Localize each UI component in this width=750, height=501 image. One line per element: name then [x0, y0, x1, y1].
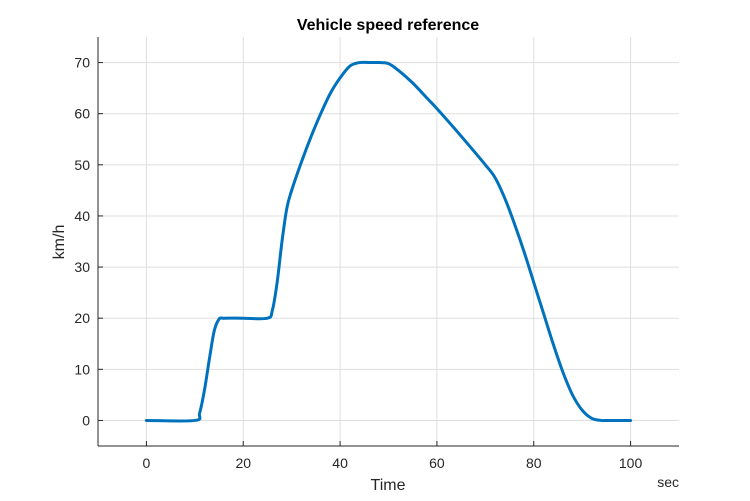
x-tick-label: 60: [429, 455, 445, 471]
y-axis-label: km/h: [51, 225, 68, 260]
y-tick-label: 0: [82, 412, 90, 428]
y-tick-label: 70: [74, 55, 90, 71]
series-layer: [144, 60, 633, 423]
y-tick-label: 60: [74, 106, 90, 122]
x-tick-label: 20: [235, 455, 251, 471]
x-axis-unit-label: sec: [657, 474, 679, 490]
y-tick-label: 10: [74, 361, 90, 377]
chart-title: Vehicle speed reference: [297, 17, 479, 34]
x-tick-label: 0: [143, 455, 151, 471]
y-tick-label: 20: [74, 310, 90, 326]
x-axis-label: Time: [371, 477, 406, 494]
grid-layer: [98, 37, 679, 446]
labels-layer: Vehicle speed reference Time km/h sec 0 2…: [51, 17, 679, 494]
x-tick-label: 80: [526, 455, 542, 471]
y-tick-label: 30: [74, 259, 90, 275]
x-tick-label: 100: [619, 455, 643, 471]
speed-reference-line: [144, 60, 633, 423]
y-tick-label: 40: [74, 208, 90, 224]
axes-layer: [97, 37, 679, 447]
y-tick-label: 50: [74, 157, 90, 173]
x-tick-label: 40: [332, 455, 348, 471]
